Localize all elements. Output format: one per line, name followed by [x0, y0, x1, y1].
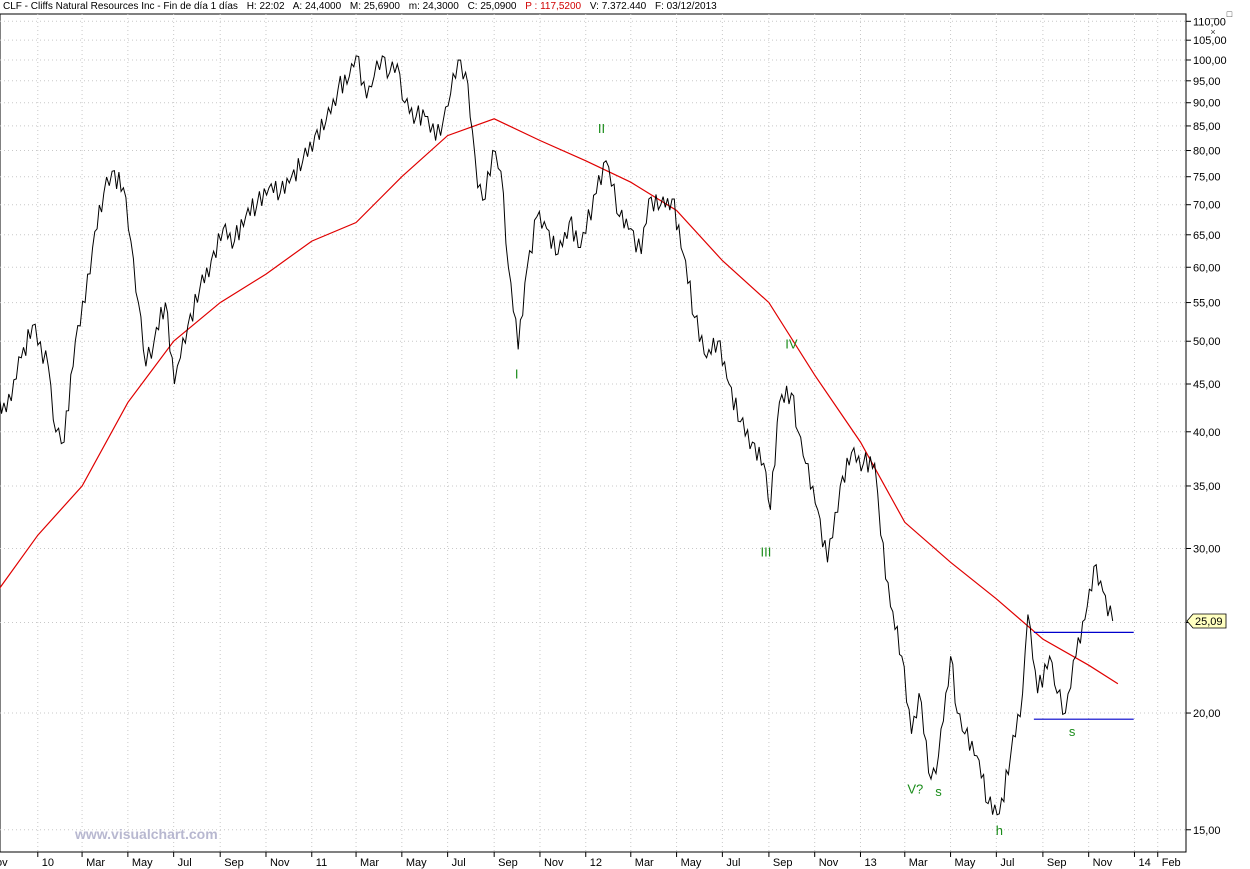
wave-label: s	[935, 784, 942, 799]
x-tick-label: 14	[1138, 857, 1150, 869]
level-lines	[1033, 631, 1134, 720]
y-tick-label: 15,00	[1193, 825, 1221, 837]
y-tick-label: 60,00	[1193, 262, 1221, 274]
y-tick-label: 105,00	[1193, 35, 1227, 47]
wave-label: I	[515, 367, 519, 382]
x-tick-label: Jul	[1000, 857, 1014, 869]
x-tick-label: Nov	[544, 857, 564, 869]
x-tick-label: Nov	[1093, 857, 1113, 869]
x-tick-label: Jul	[452, 857, 466, 869]
x-tick-label: 10	[42, 857, 54, 869]
x-axis: ov 10 Mar May Jul Sep Nov 11 Mar May Jul Sep Nov 12 Ma…	[0, 851, 1186, 869]
high-readout: M: 25,6900	[349, 1, 400, 12]
chart-header: CLF - Cliffs Natural Resources Inc - Fin…	[0, 0, 1186, 14]
y-tick-label: 85,00	[1193, 121, 1221, 133]
y-tick-label: 70,00	[1193, 200, 1221, 212]
x-tick-label: 11	[316, 857, 327, 869]
window-buttons: _ □ ×	[1206, 4, 1246, 37]
y-axis: 15,0020,0025,0030,0035,0040,0045,0050,00…	[1185, 14, 1227, 852]
y-tick-label: 35,00	[1193, 481, 1221, 493]
y-tick-label: 65,00	[1193, 230, 1221, 242]
price-tag-label: 25,09	[1195, 616, 1223, 628]
hour-readout: H: 22:02	[246, 1, 285, 12]
price-tag-box	[1186, 613, 1227, 629]
x-tick-label: Sep	[773, 857, 793, 869]
x-tick-label: Feb	[1162, 857, 1181, 869]
x-tick-label: Mar	[86, 857, 105, 869]
x-tick-label: Sep	[498, 857, 518, 869]
x-tick-label: Sep	[224, 857, 244, 869]
y-tick-label: 55,00	[1193, 298, 1221, 310]
y-tick-label: 100,00	[1193, 55, 1227, 67]
wave-label: h	[996, 823, 1003, 838]
date-readout: F: 03/12/2013	[654, 1, 717, 12]
watermark: www.visualchart.com	[74, 826, 218, 842]
x-tick-label: 13	[864, 857, 876, 869]
y-tick-label: 30,00	[1193, 544, 1221, 556]
x-tick-label: Sep	[1047, 857, 1067, 869]
symbol-title: CLF - Cliffs Natural Resources Inc - Fin…	[3, 1, 238, 12]
x-tick-label: Nov	[270, 857, 290, 869]
close-icon[interactable]: ×	[1210, 27, 1216, 37]
plot-frame	[0, 13, 1187, 853]
x-tick-label: Nov	[819, 857, 839, 869]
x-tick-label: May	[406, 857, 427, 869]
wave-label: V?	[907, 782, 923, 797]
x-tick-label: 12	[590, 857, 602, 869]
minimize-icon[interactable]: _	[1210, 9, 1216, 19]
y-tick-label: 95,00	[1193, 76, 1221, 88]
low-readout: m: 24,3000	[408, 1, 459, 12]
y-tick-label: 90,00	[1193, 98, 1221, 110]
x-tick-label: Jul	[726, 857, 740, 869]
chart-grid	[0, 13, 1187, 853]
x-tick-label: Jul	[178, 857, 192, 869]
y-tick-label: 50,00	[1193, 336, 1221, 348]
close-readout: C: 25,0900	[467, 1, 517, 12]
y-tick-label: 40,00	[1193, 427, 1221, 439]
wave-label: IV	[785, 337, 798, 352]
wave-label: III	[760, 545, 771, 560]
y-tick-label: 45,00	[1193, 379, 1221, 391]
y-tick-label: 80,00	[1193, 146, 1221, 158]
wave-label: s	[1069, 724, 1076, 739]
x-tick-label: Mar	[635, 857, 654, 869]
moving-average-line	[0, 118, 1119, 685]
y-tick-label: 110,00	[1193, 16, 1226, 28]
volume-readout: V: 7.372.440	[589, 1, 647, 12]
last-price-tag: 25,09	[1186, 613, 1227, 629]
x-tick-label: May	[681, 857, 702, 869]
y-tick-label: 75,00	[1193, 172, 1221, 184]
y-tick-label: 20,00	[1193, 708, 1221, 720]
open-readout: A: 24,4000	[292, 1, 342, 12]
x-tick-label: Mar	[360, 857, 379, 869]
wave-label: II	[598, 121, 605, 136]
price-line	[0, 55, 1114, 816]
p-readout: P : 117,5200	[525, 1, 582, 12]
x-tick-label: Mar	[909, 857, 928, 869]
maximize-icon[interactable]: □	[1226, 9, 1233, 19]
x-tick-label: May	[132, 857, 153, 869]
x-tick-label: ov	[0, 857, 8, 869]
x-tick-label: May	[955, 857, 976, 869]
